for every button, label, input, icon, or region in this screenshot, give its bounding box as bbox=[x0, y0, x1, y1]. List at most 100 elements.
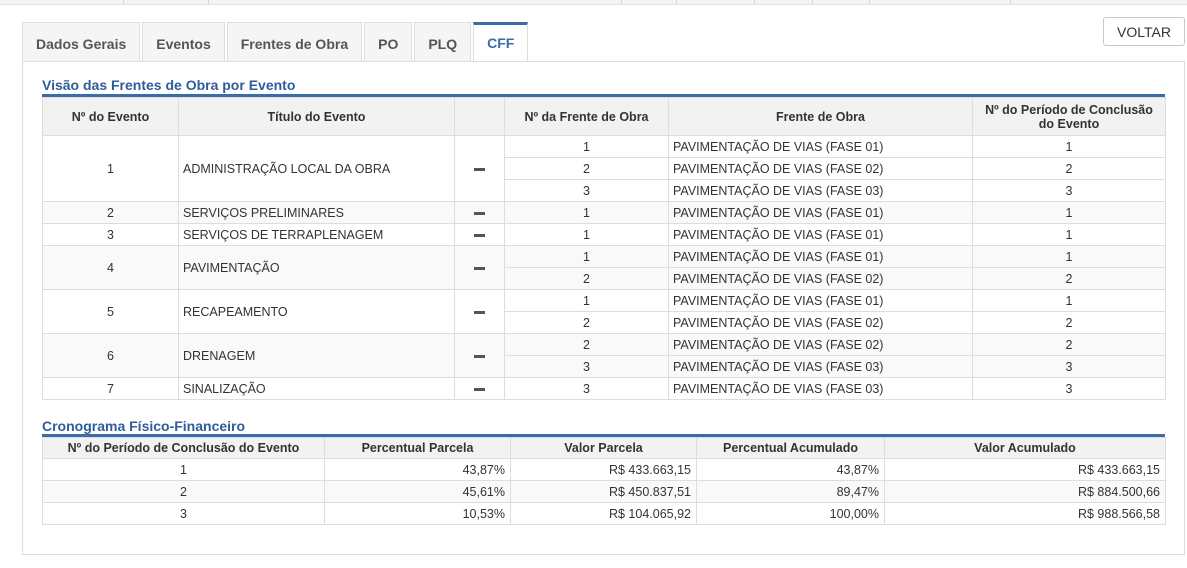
valor-acumulado: R$ 884.500,66 bbox=[884, 480, 1166, 503]
frente-nome: PAVIMENTAÇÃO DE VIAS (FASE 02) bbox=[668, 311, 973, 334]
table-row: 4 PAVIMENTAÇÃO 1 PAVIMENTAÇÃO DE VIAS (FASE… bbox=[42, 245, 1166, 290]
frentes-table: Nº do Evento Título do Evento Nº da Fren… bbox=[42, 97, 1166, 400]
frente-nome: PAVIMENTAÇÃO DE VIAS (FASE 02) bbox=[668, 333, 973, 356]
minus-icon[interactable] bbox=[474, 167, 485, 171]
periodo-conclusao: 1 bbox=[972, 245, 1166, 268]
col-header-percentual-parcela: Percentual Parcela bbox=[324, 437, 511, 459]
frente-nome: PAVIMENTAÇÃO DE VIAS (FASE 03) bbox=[668, 377, 973, 400]
table-row: 5 RECAPEAMENTO 1 PAVIMENTAÇÃO DE VIAS (FASE… bbox=[42, 289, 1166, 334]
collapse-cell bbox=[454, 377, 505, 400]
table-row: 2 PAVIMENTAÇÃO DE VIAS (FASE 02) 2 bbox=[43, 267, 1166, 290]
evento-numero: 6 bbox=[42, 333, 179, 378]
percentual-acumulado: 89,47% bbox=[696, 480, 885, 503]
col-header-titulo-evento: Título do Evento bbox=[178, 97, 455, 136]
col-header-numero-frente: Nº da Frente de Obra bbox=[504, 97, 669, 136]
tab-dados-gerais[interactable]: Dados Gerais bbox=[22, 22, 141, 61]
minus-icon[interactable] bbox=[474, 387, 485, 391]
col-header-frente-obra: Frente de Obra bbox=[668, 97, 973, 136]
periodo-conclusao: 3 bbox=[972, 355, 1166, 378]
percentual-acumulado: 43,87% bbox=[696, 458, 885, 481]
table-row: 6 DRENAGEM 2 PAVIMENTAÇÃO DE VIAS (FASE 02)… bbox=[42, 333, 1166, 378]
col-header-periodo-conclusao: Nº do Período de Conclusão do Evento bbox=[972, 97, 1166, 136]
col-header-periodo: Nº do Período de Conclusão do Evento bbox=[42, 437, 325, 459]
minus-icon[interactable] bbox=[474, 233, 485, 237]
evento-titulo: SERVIÇOS PRELIMINARES bbox=[178, 201, 455, 224]
col-header-valor-parcela: Valor Parcela bbox=[510, 437, 697, 459]
evento-numero: 1 bbox=[42, 135, 179, 202]
periodo-conclusao: 1 bbox=[972, 201, 1166, 224]
frentes-section-title: Visão das Frentes de Obra por Evento bbox=[42, 77, 296, 93]
periodo-conclusao: 2 bbox=[972, 157, 1166, 180]
frente-nome: PAVIMENTAÇÃO DE VIAS (FASE 02) bbox=[668, 267, 973, 290]
periodo: 2 bbox=[42, 480, 325, 503]
tab-plq[interactable]: PLQ bbox=[414, 22, 472, 61]
tab-bar: Dados Gerais Eventos Frentes de Obra PO … bbox=[22, 22, 530, 63]
minus-icon[interactable] bbox=[474, 211, 485, 215]
frente-nome: PAVIMENTAÇÃO DE VIAS (FASE 01) bbox=[668, 135, 973, 158]
top-strip bbox=[0, 0, 1187, 5]
evento-titulo: SINALIZAÇÃO bbox=[178, 377, 455, 400]
table-row: 3 SERVIÇOS DE TERRAPLENAGEM 1 PAVIMENTAÇÃO … bbox=[42, 223, 1166, 246]
evento-numero: 7 bbox=[42, 377, 179, 400]
frente-numero: 1 bbox=[504, 135, 669, 158]
tab-eventos[interactable]: Eventos bbox=[142, 22, 225, 61]
periodo: 3 bbox=[42, 502, 325, 525]
evento-numero: 4 bbox=[42, 245, 179, 290]
cronograma-section-rule bbox=[42, 434, 1165, 437]
minus-icon[interactable] bbox=[474, 266, 485, 270]
frente-numero: 3 bbox=[504, 179, 669, 202]
periodo-conclusao: 3 bbox=[972, 377, 1166, 400]
frente-numero: 2 bbox=[504, 311, 669, 334]
percentual-acumulado: 100,00% bbox=[696, 502, 885, 525]
minus-icon[interactable] bbox=[474, 354, 485, 358]
evento-titulo: DRENAGEM bbox=[178, 333, 455, 378]
frente-numero: 1 bbox=[504, 289, 669, 312]
percentual-parcela: 10,53% bbox=[324, 502, 511, 525]
evento-numero: 2 bbox=[42, 201, 179, 224]
frente-nome: PAVIMENTAÇÃO DE VIAS (FASE 01) bbox=[668, 201, 973, 224]
table-row: 2 SERVIÇOS PRELIMINARES 1 PAVIMENTAÇÃO DE V… bbox=[42, 201, 1166, 224]
collapse-cell bbox=[454, 333, 505, 378]
frente-nome: PAVIMENTAÇÃO DE VIAS (FASE 01) bbox=[668, 289, 973, 312]
valor-parcela: R$ 104.065,92 bbox=[510, 502, 697, 525]
collapse-cell bbox=[454, 201, 505, 224]
valor-acumulado: R$ 433.663,15 bbox=[884, 458, 1166, 481]
col-header-numero-evento: Nº do Evento bbox=[42, 97, 179, 136]
table-row: 3 PAVIMENTAÇÃO DE VIAS (FASE 03) 3 bbox=[43, 179, 1166, 202]
evento-titulo: PAVIMENTAÇÃO bbox=[178, 245, 455, 290]
periodo-conclusao: 1 bbox=[972, 223, 1166, 246]
collapse-cell bbox=[454, 223, 505, 246]
tab-po[interactable]: PO bbox=[364, 22, 413, 61]
periodo-conclusao: 2 bbox=[972, 311, 1166, 334]
voltar-button[interactable]: VOLTAR bbox=[1103, 17, 1185, 46]
collapse-cell bbox=[454, 135, 505, 202]
tab-frentes-de-obra[interactable]: Frentes de Obra bbox=[226, 22, 363, 61]
periodo-conclusao: 1 bbox=[972, 135, 1166, 158]
frente-numero: 2 bbox=[504, 267, 669, 290]
col-header-acao bbox=[454, 97, 505, 136]
frente-nome: PAVIMENTAÇÃO DE VIAS (FASE 01) bbox=[668, 223, 973, 246]
collapse-cell bbox=[454, 245, 505, 290]
frente-numero: 1 bbox=[504, 223, 669, 246]
tab-cff[interactable]: CFF bbox=[473, 22, 529, 63]
frente-numero: 2 bbox=[504, 333, 669, 356]
frente-numero: 2 bbox=[504, 157, 669, 180]
cronograma-section-title: Cronograma Físico-Financeiro bbox=[42, 418, 246, 434]
frente-nome: PAVIMENTAÇÃO DE VIAS (FASE 02) bbox=[668, 157, 973, 180]
frente-numero: 1 bbox=[504, 245, 669, 268]
table-row: 7 SINALIZAÇÃO 3 PAVIMENTAÇÃO DE VIAS (FASE … bbox=[42, 377, 1166, 400]
frente-nome: PAVIMENTAÇÃO DE VIAS (FASE 01) bbox=[668, 245, 973, 268]
valor-acumulado: R$ 988.566,58 bbox=[884, 502, 1166, 525]
table-row: 2 45,61% R$ 450.837,51 89,47% R$ 884.500,66 bbox=[42, 480, 1166, 503]
cronograma-table: Nº do Período de Conclusão do Evento Per… bbox=[42, 437, 1166, 525]
frente-numero: 3 bbox=[504, 377, 669, 400]
evento-titulo: RECAPEAMENTO bbox=[178, 289, 455, 334]
percentual-parcela: 45,61% bbox=[324, 480, 511, 503]
minus-icon[interactable] bbox=[474, 310, 485, 314]
table-row: 3 PAVIMENTAÇÃO DE VIAS (FASE 03) 3 bbox=[43, 355, 1166, 378]
collapse-cell bbox=[454, 289, 505, 334]
periodo-conclusao: 3 bbox=[972, 179, 1166, 202]
evento-titulo: ADMINISTRAÇÃO LOCAL DA OBRA bbox=[178, 135, 455, 202]
frente-nome: PAVIMENTAÇÃO DE VIAS (FASE 03) bbox=[668, 179, 973, 202]
valor-parcela: R$ 433.663,15 bbox=[510, 458, 697, 481]
